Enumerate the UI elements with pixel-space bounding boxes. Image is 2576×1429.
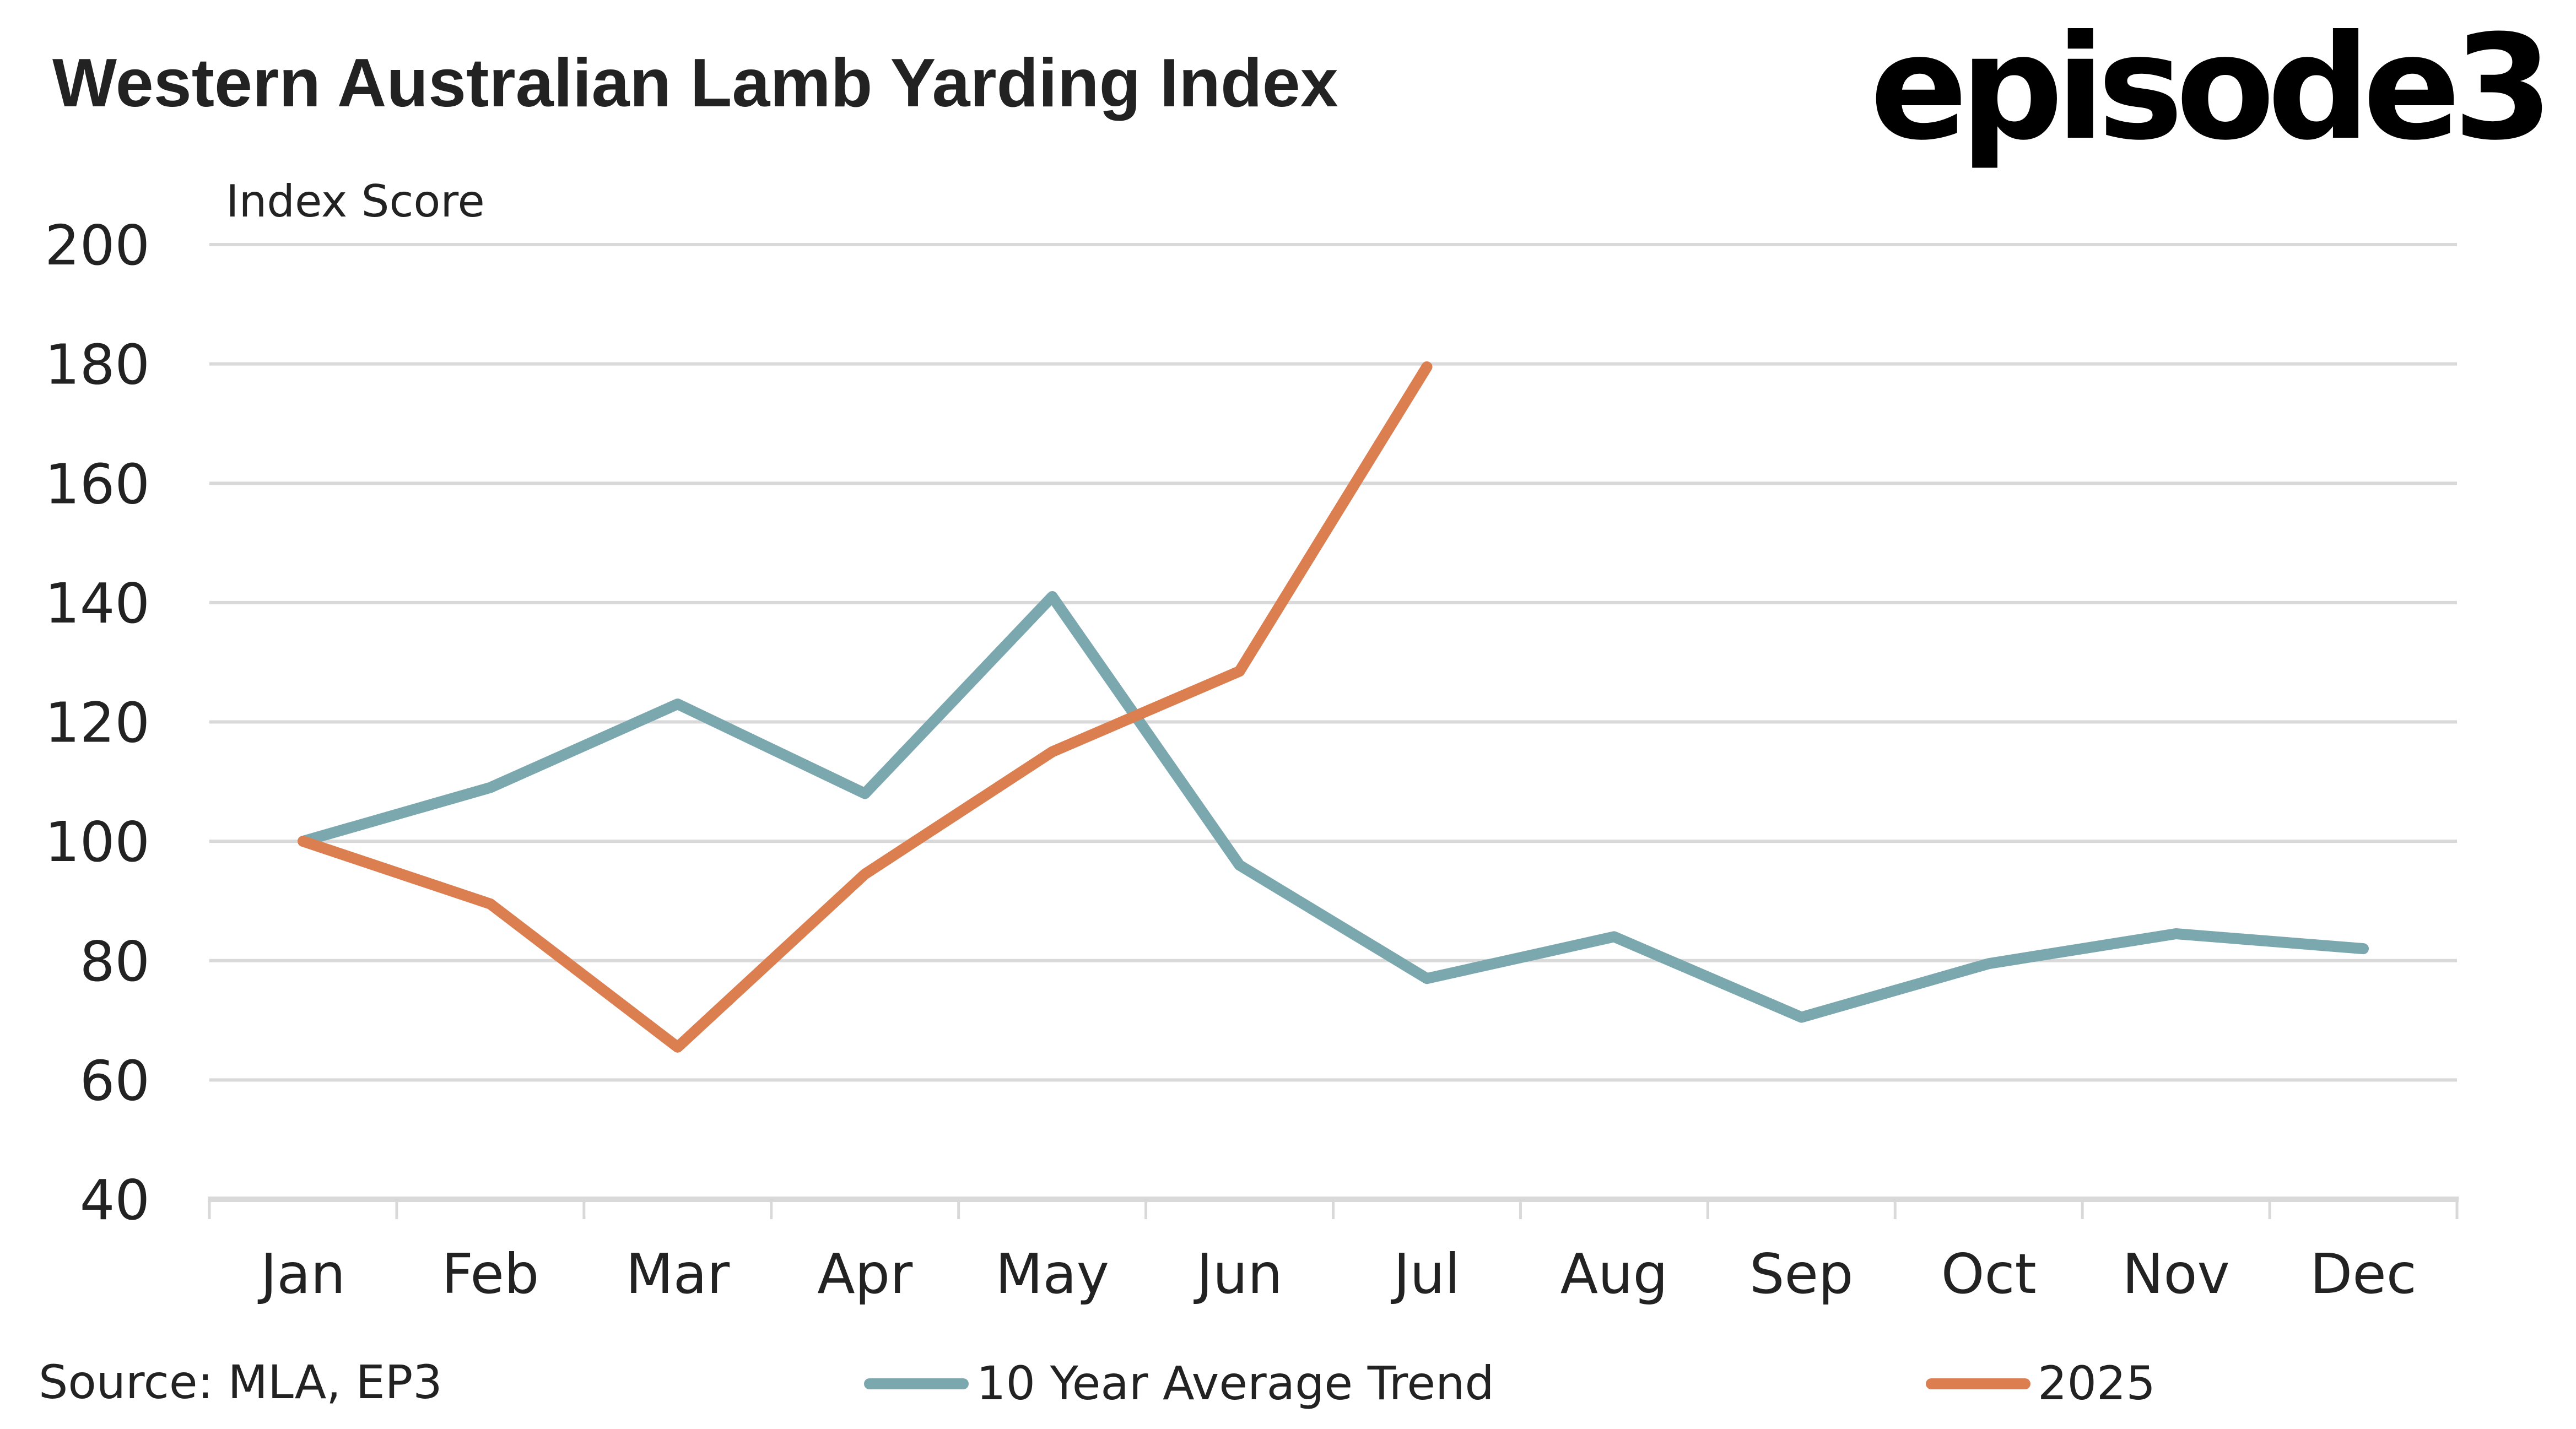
y-axis-title: Index Score bbox=[226, 176, 485, 227]
episode3-logo: episode3 bbox=[1870, 4, 2546, 172]
y-axis-ticks: 40 60 80 100 120 140 160 180 200 bbox=[45, 213, 150, 1232]
x-axis bbox=[208, 1197, 2459, 1219]
x-tick-label-jun: Jun bbox=[1193, 1242, 1282, 1306]
legend-item-2025[interactable]: 2025 bbox=[1926, 1356, 2156, 1410]
series-lines bbox=[298, 361, 2369, 1053]
y-tick-label: 100 bbox=[45, 810, 150, 874]
x-tick-label-jul: Jul bbox=[1390, 1242, 1460, 1306]
y-tick-label: 60 bbox=[80, 1048, 150, 1113]
x-tick-label-aug: Aug bbox=[1560, 1242, 1668, 1306]
x-tick-label-feb: Feb bbox=[441, 1242, 539, 1306]
x-axis-ticks: Jan Feb Mar Apr May Jun Jul Aug Sep Oct Nov Dec bbox=[257, 1242, 2417, 1306]
legend: 10 Year Average Trend 2025 bbox=[864, 1356, 2156, 1410]
x-tick-label-nov: Nov bbox=[2123, 1242, 2230, 1306]
series-line-10-year-average-trend bbox=[298, 591, 2369, 1023]
x-tick-label-apr: Apr bbox=[817, 1242, 913, 1306]
footer: Source: MLA, EP3 bbox=[39, 1355, 442, 1409]
legend-label-10-year-average: 10 Year Average Trend bbox=[976, 1356, 1494, 1410]
x-tick-label-may: May bbox=[995, 1242, 1109, 1306]
legend-label-2025: 2025 bbox=[2038, 1356, 2156, 1410]
x-tick-label-jan: Jan bbox=[257, 1242, 345, 1306]
y-tick-label: 80 bbox=[80, 929, 150, 994]
legend-item-10-year-average[interactable]: 10 Year Average Trend bbox=[864, 1356, 1494, 1410]
chart-title: Western Australian Lamb Yarding Index bbox=[52, 45, 1338, 121]
x-tick-label-oct: Oct bbox=[1941, 1242, 2037, 1306]
y-tick-label: 120 bbox=[45, 691, 150, 755]
y-tick-label: 200 bbox=[45, 213, 150, 278]
y-tick-label: 160 bbox=[45, 452, 150, 516]
y-tick-label: 140 bbox=[45, 571, 150, 636]
x-tick-label-mar: Mar bbox=[625, 1242, 730, 1306]
source-note: Source: MLA, EP3 bbox=[39, 1355, 442, 1409]
gridlines bbox=[209, 243, 2457, 1082]
y-tick-label: 40 bbox=[80, 1168, 150, 1232]
x-tick-label-sep: Sep bbox=[1749, 1242, 1853, 1306]
x-tick-label-dec: Dec bbox=[2310, 1242, 2417, 1306]
y-tick-label: 180 bbox=[45, 333, 150, 397]
